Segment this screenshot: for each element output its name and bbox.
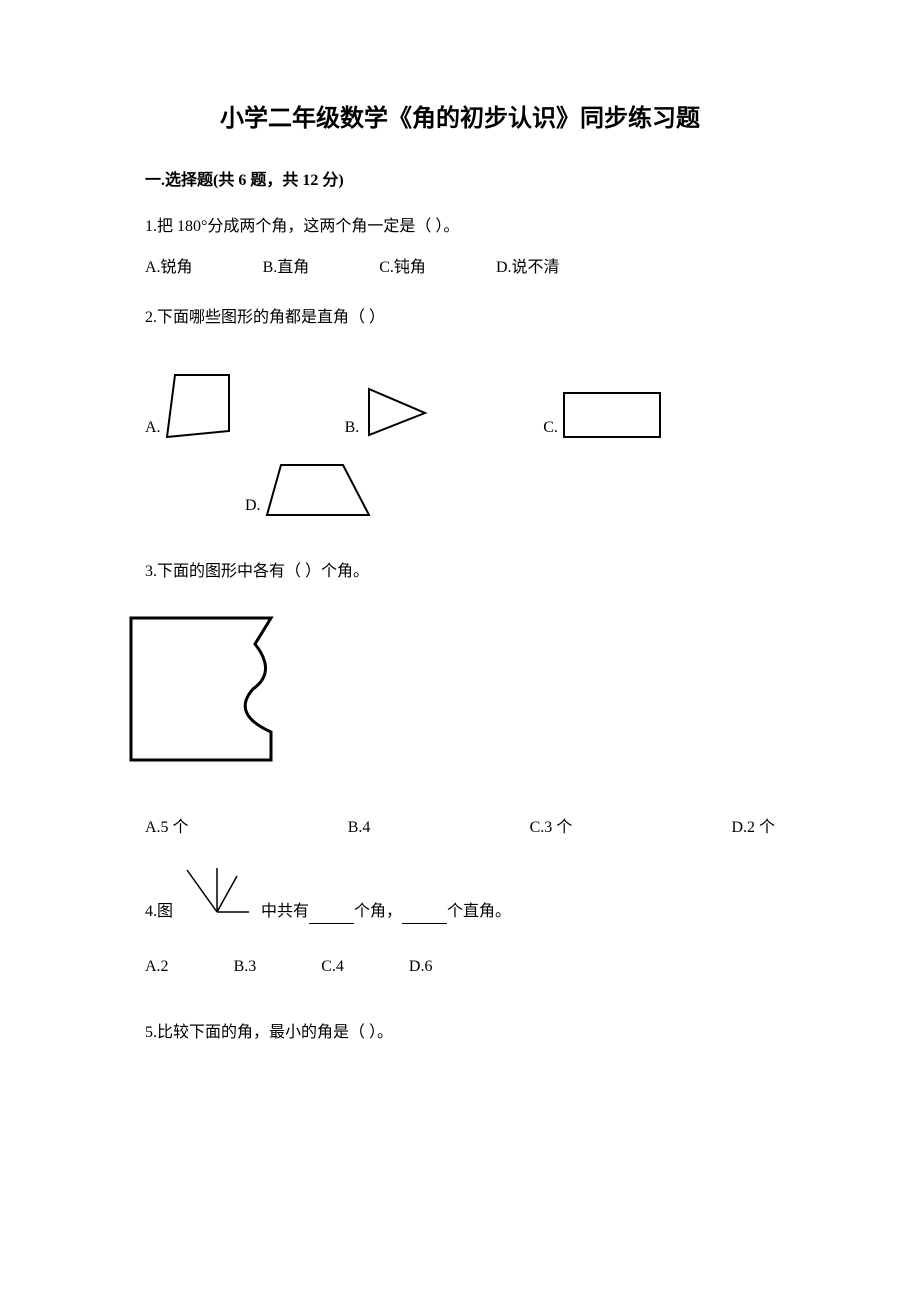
q4-text2: 个角， <box>354 899 402 925</box>
q2-label-b: B. <box>345 415 360 441</box>
question-1: 1.把 180°分成两个角，这两个角一定是（ ）。 A.锐角 B.直角 C.钝角… <box>145 214 775 280</box>
question-5: 5.比较下面的角，最小的角是（ ）。 <box>145 1020 775 1046</box>
q1-option-a: A.锐角 <box>145 255 193 281</box>
trapezoid2-shape-icon <box>263 461 373 519</box>
q2-option-d: D. <box>245 461 775 519</box>
question-5-text: 5.比较下面的角，最小的角是（ ）。 <box>145 1020 775 1046</box>
q1-option-b: B.直角 <box>263 255 310 281</box>
q4-option-b: B.3 <box>234 954 257 980</box>
q2-label-c: C. <box>543 415 558 441</box>
question-1-options: A.锐角 B.直角 C.钝角 D.说不清 <box>145 255 775 281</box>
q4-blank-1 <box>309 908 354 924</box>
q4-option-a: A.2 <box>145 954 169 980</box>
trapezoid-shape-icon <box>163 371 235 441</box>
q2-option-a: A. <box>145 371 235 441</box>
triangle-shape-icon <box>361 381 433 441</box>
q2-option-b: B. <box>345 381 434 441</box>
angle-rays-shape-icon <box>181 866 253 916</box>
page-title: 小学二年级数学《角的初步认识》同步练习题 <box>145 100 775 138</box>
section-header: 一.选择题(共 6 题，共 12 分) <box>145 168 775 194</box>
q3-option-a: A.5 个 <box>145 815 189 841</box>
question-4-options: A.2 B.3 C.4 D.6 <box>145 954 775 980</box>
q3-option-b: B.4 <box>348 815 371 841</box>
q2-label-d: D. <box>245 493 261 519</box>
question-2-shape-row: A. B. C. <box>145 371 775 441</box>
q1-option-d: D.说不清 <box>496 255 560 281</box>
q2-option-c: C. <box>543 389 665 441</box>
q1-option-c: C.钝角 <box>379 255 426 281</box>
q4-option-d: D.6 <box>409 954 433 980</box>
q4-middle: 中共有 <box>261 899 309 925</box>
question-3: 3.下面的图形中各有（ ）个角。 A.5 个 B.4 C.3 个 D.2 个 <box>145 559 775 841</box>
notched-square-shape-icon <box>125 614 277 766</box>
q2-label-a: A. <box>145 415 161 441</box>
q4-text3: 个直角。 <box>447 899 511 925</box>
question-4-row: 4.图 中共有 个角， 个直角。 <box>145 866 775 925</box>
q4-blank-2 <box>402 908 447 924</box>
q3-option-c: C.3 个 <box>530 815 573 841</box>
q3-option-d: D.2 个 <box>731 815 775 841</box>
q4-prefix: 4.图 <box>145 899 173 925</box>
q4-option-c: C.4 <box>321 954 344 980</box>
question-4: 4.图 中共有 个角， 个直角。 A.2 B.3 C.4 D.6 <box>145 866 775 980</box>
rectangle-shape-icon <box>560 389 665 441</box>
question-3-options: A.5 个 B.4 C.3 个 D.2 个 <box>145 815 775 841</box>
question-1-text: 1.把 180°分成两个角，这两个角一定是（ ）。 <box>145 214 775 240</box>
question-3-text: 3.下面的图形中各有（ ）个角。 <box>145 559 775 585</box>
question-2: 2.下面哪些图形的角都是直角（ ） A. B. C. D. <box>145 305 775 519</box>
q3-shape-container <box>125 614 775 775</box>
q4-shape-container <box>181 866 253 925</box>
question-2-text: 2.下面哪些图形的角都是直角（ ） <box>145 305 775 331</box>
